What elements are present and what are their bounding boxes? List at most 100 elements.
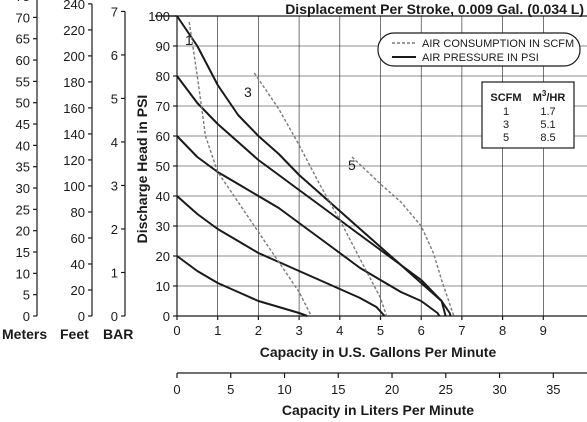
aux-tick-label: 100: [63, 179, 85, 194]
table-cell: 3: [503, 119, 509, 131]
scfm-table: SCFM M3/HR 1 1.7 3 5.1 5 8.5: [481, 81, 575, 149]
liters-tick-label: 30: [492, 382, 506, 397]
air-pressure-line: [176, 195, 386, 317]
aux-tick-label: 2: [111, 222, 118, 237]
aux-tick-label: 10: [16, 266, 30, 281]
y-tick-label: 40: [156, 189, 170, 204]
aux-tick-label: 20: [71, 283, 85, 298]
aux-tick-label: 65: [16, 32, 30, 47]
x-axis-label: Capacity in U.S. Gallons Per Minute: [260, 344, 497, 360]
x-tick-label: 0: [173, 323, 180, 338]
aux-tick-label: 3: [111, 178, 118, 193]
air-pressure-line: [176, 75, 447, 317]
aux-tick-label: 40: [71, 257, 85, 272]
aux-tick-label: 0: [23, 309, 30, 324]
feet-axis-label: Feet: [60, 326, 89, 342]
air-consumption-line: [188, 21, 312, 317]
liters-tick-label: 10: [277, 382, 291, 397]
x-axis-ticks: 0 1 2 3 4 5 6 7 8 9: [173, 316, 547, 338]
aux-tick-label: 7: [111, 4, 118, 19]
x-tick-label: 9: [540, 323, 547, 338]
aux-tick-label: 30: [16, 181, 30, 196]
aux-tick-label: 40: [16, 138, 30, 153]
x-tick-label: 3: [295, 323, 302, 338]
y-tick-label: 70: [156, 99, 170, 114]
table-cell: 1: [503, 106, 509, 118]
annotation-1: 1: [185, 32, 193, 48]
aux-tick-label: 60: [16, 53, 30, 68]
annotation-5: 5: [348, 157, 356, 173]
legend-box: [377, 32, 581, 67]
table-header-m3hr: M3/HR: [533, 89, 566, 104]
chart-title: Displacement Per Stroke, 0.009 Gal. (0.0…: [285, 1, 584, 17]
x-tick-label: 8: [499, 323, 506, 338]
y-axis-ticks: 0 10 20 30 40 50 60 70 80 90 100: [148, 9, 177, 324]
aux-tick-label: 35: [16, 160, 30, 175]
liters-tick-label: 20: [385, 382, 399, 397]
air-consumption-line: [253, 72, 388, 317]
aux-tick-label: 0: [78, 309, 85, 324]
y-tick-label: 90: [156, 39, 170, 54]
liters-tick-label: 35: [546, 382, 560, 397]
liters-axis-label: Capacity in Liters Per Minute: [282, 402, 474, 418]
legend: AIR CONSUMPTION IN SCFM AIR PRESSURE IN …: [377, 32, 581, 67]
aux-tick-label: 75: [16, 0, 30, 4]
bar-axis-label: BAR: [103, 326, 133, 342]
aux-tick-label: 120: [63, 153, 85, 168]
table-cell: 5.1: [540, 119, 555, 131]
aux-tick-label: 70: [16, 10, 30, 25]
y-tick-label: 20: [156, 249, 170, 264]
liters-tick-label: 0: [173, 382, 180, 397]
aux-tick-label: 55: [16, 74, 30, 89]
aux-tick-label: 15: [16, 245, 30, 260]
liters-tick-label: 15: [331, 382, 345, 397]
air-consumption-line: [351, 156, 455, 317]
table-cell: 5: [503, 132, 509, 144]
air-pressure-line: [176, 255, 308, 317]
legend-air-consumption: AIR CONSUMPTION IN SCFM: [422, 38, 574, 50]
aux-tick-label: 6: [111, 48, 118, 63]
meters-axis-label: Meters: [2, 326, 47, 342]
aux-tick-label: 4: [111, 135, 118, 150]
y-axis-label: Discharge Head in PSI: [134, 95, 150, 244]
air-pressure-line: [176, 135, 441, 317]
x-tick-label: 2: [255, 323, 262, 338]
aux-tick-label: 220: [63, 23, 85, 38]
y-tick-label: 30: [156, 219, 170, 234]
aux-tick-label: 0: [111, 309, 118, 324]
table-cell: 8.5: [540, 132, 555, 144]
aux-tick-label: 20: [16, 224, 30, 239]
liters-tick-label: 25: [439, 382, 453, 397]
aux-tick-label: 50: [16, 96, 30, 111]
aux-tick-label: 25: [16, 202, 30, 217]
x-tick-label: 1: [214, 323, 221, 338]
y-tick-label: 100: [148, 9, 170, 24]
y-tick-label: 80: [156, 69, 170, 84]
aux-tick-label: 160: [63, 101, 85, 116]
table-box: [481, 81, 575, 149]
y-tick-label: 60: [156, 129, 170, 144]
y-tick-label: 10: [156, 279, 170, 294]
secondary-y-axes: 0510152025303540455055606570750204060801…: [16, 0, 126, 324]
x-tick-label: 7: [458, 323, 465, 338]
aux-tick-label: 200: [63, 49, 85, 64]
aux-tick-label: 5: [23, 288, 30, 303]
liters-tick-label: 5: [227, 382, 234, 397]
y-tick-label: 0: [163, 309, 170, 324]
aux-tick-label: 240: [63, 0, 85, 12]
table-cell: 1.7: [540, 106, 555, 118]
aux-tick-label: 140: [63, 127, 85, 142]
aux-tick-label: 5: [111, 91, 118, 106]
y-tick-label: 50: [156, 159, 170, 174]
annotation-3: 3: [244, 84, 252, 100]
aux-tick-label: 180: [63, 75, 85, 90]
aux-tick-label: 1: [111, 265, 118, 280]
legend-air-pressure: AIR PRESSURE IN PSI: [422, 52, 539, 64]
x-tick-label: 5: [377, 323, 384, 338]
table-header-scfm: SCFM: [490, 92, 521, 104]
series-group: [176, 15, 455, 317]
aux-tick-label: 60: [71, 231, 85, 246]
x-tick-label: 4: [336, 323, 343, 338]
x-tick-label: 6: [418, 323, 425, 338]
